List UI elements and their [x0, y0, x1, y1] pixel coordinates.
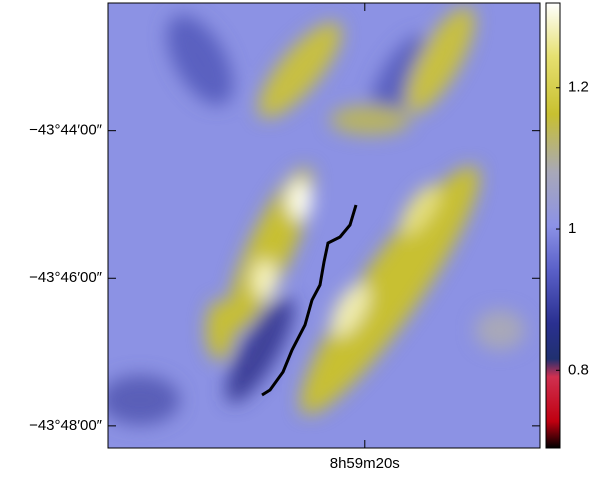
colorbar-tick-label: 0.8	[568, 361, 589, 378]
heatmap	[108, 3, 540, 448]
y-tick-label: −43°44′00″	[29, 122, 103, 139]
colorbar-tick-label: 1	[568, 220, 576, 237]
y-tick-label: −43°46′00″	[29, 269, 103, 286]
x-tick-label: 8h59m20s	[330, 455, 400, 472]
axes: −43°44′00″ −43°46′00″ −43°48′00″ 8h59m20s 0.…	[29, 3, 589, 472]
y-tick-label: −43°48′00″	[29, 417, 103, 434]
plot-frame	[107, 2, 541, 449]
colorbar-tick-label: 1.2	[568, 79, 589, 96]
colorbar	[545, 2, 561, 449]
